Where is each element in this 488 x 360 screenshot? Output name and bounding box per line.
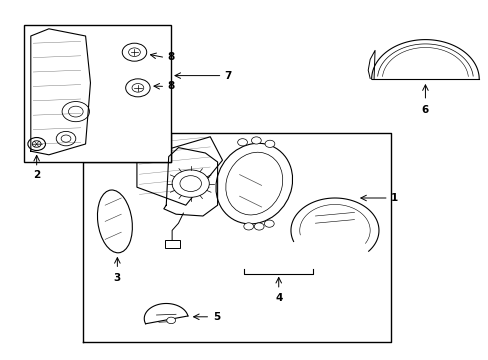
Bar — [24, 25, 171, 162]
Text: 6: 6 — [421, 105, 428, 115]
Circle shape — [180, 176, 201, 192]
Circle shape — [264, 140, 274, 148]
Circle shape — [166, 317, 175, 324]
Circle shape — [172, 170, 209, 197]
Text: 8: 8 — [167, 51, 174, 62]
Text: 2: 2 — [33, 170, 40, 180]
Text: 4: 4 — [274, 293, 282, 303]
Ellipse shape — [216, 143, 292, 224]
Text: 5: 5 — [212, 312, 220, 322]
Circle shape — [264, 220, 274, 227]
Circle shape — [244, 223, 253, 230]
Bar — [165, 240, 180, 248]
Text: 7: 7 — [224, 71, 231, 81]
Text: 1: 1 — [390, 193, 398, 203]
Circle shape — [251, 137, 261, 144]
Circle shape — [237, 139, 247, 146]
Text: 8: 8 — [167, 81, 174, 91]
Circle shape — [254, 223, 264, 230]
Text: 3: 3 — [114, 273, 121, 283]
Ellipse shape — [225, 152, 282, 215]
Ellipse shape — [97, 190, 132, 253]
